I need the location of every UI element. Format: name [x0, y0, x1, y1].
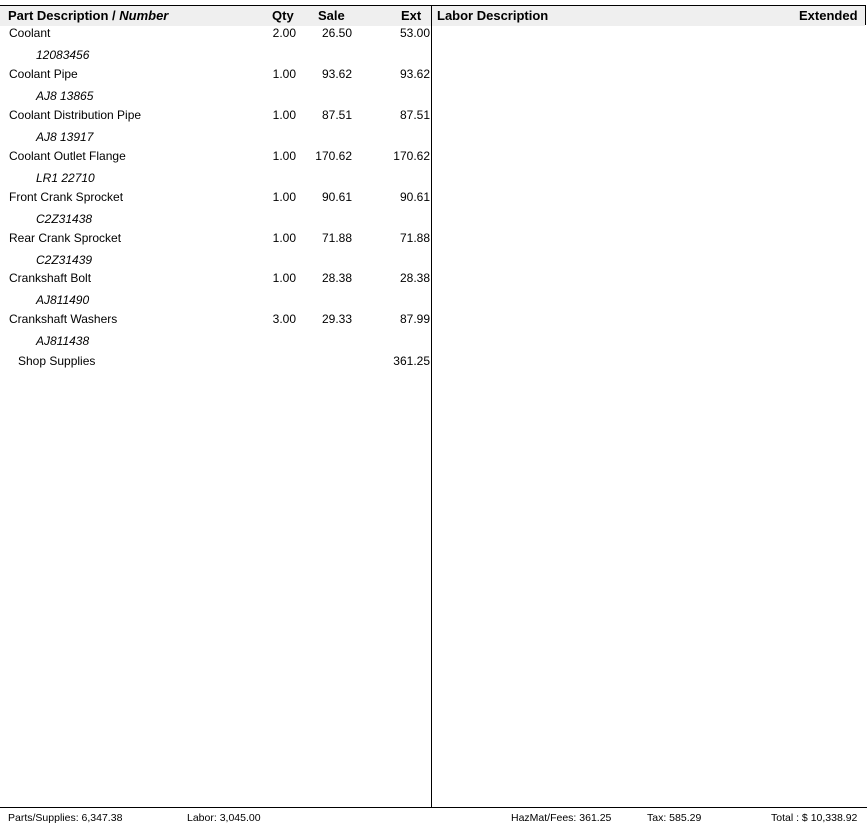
part-qty: 1.00 [272, 107, 296, 122]
part-sale: 28.38 [321, 271, 352, 286]
part-number: 12083456 [36, 48, 90, 62]
part-ext: 93.62 [399, 66, 430, 81]
footer-parts-total: Parts/Supplies: 6,347.38 [8, 812, 123, 824]
part-qty: 1.00 [272, 66, 296, 81]
shop-supplies-label: Shop Supplies [18, 354, 96, 368]
part-description: Crankshaft Bolt [9, 271, 92, 286]
header-part-desc-text: Part Description / [8, 8, 120, 23]
part-description: Front Crank Sprocket [9, 189, 124, 204]
column-divider [431, 5, 432, 808]
part-ext: 28.38 [399, 271, 430, 286]
part-ext: 53.00 [399, 26, 430, 40]
part-qty: 1.00 [272, 148, 296, 163]
right-border [865, 5, 866, 25]
footer-divider [0, 807, 867, 808]
part-number: C2Z31439 [36, 252, 93, 267]
part-qty: 1.00 [272, 230, 296, 245]
part-qty: 3.00 [272, 312, 296, 327]
part-number: C2Z31438 [36, 211, 93, 226]
part-ext: 90.61 [399, 189, 430, 204]
part-number: AJ8 13865 [36, 88, 94, 103]
part-sale: 87.51 [321, 107, 352, 122]
header-extended: Extended [799, 8, 858, 23]
footer-labor-total: Labor: 3,045.00 [187, 812, 261, 824]
part-ext: 87.99 [399, 312, 430, 327]
header-qty: Qty [272, 8, 294, 23]
part-ext: 87.51 [399, 107, 430, 122]
part-sale: 26.50 [321, 26, 352, 40]
part-ext: 170.62 [393, 148, 430, 163]
header-labor-description: Labor Description [437, 8, 549, 23]
table-header [0, 6, 865, 26]
part-ext: 71.88 [399, 230, 430, 245]
part-number: AJ811438 [36, 334, 90, 349]
part-sale: 29.33 [321, 312, 352, 327]
part-description: Coolant [9, 26, 51, 40]
shop-supplies-ext: 361.25 [393, 354, 430, 368]
footer-hazmat-fees: HazMat/Fees: 361.25 [511, 812, 612, 824]
part-sale: 170.62 [315, 148, 352, 163]
footer-total: Total : $ 10,338.92 [771, 812, 858, 824]
part-sale: 93.62 [321, 66, 352, 81]
part-number: AJ8 13917 [36, 129, 94, 144]
part-description: Coolant Distribution Pipe [9, 107, 142, 122]
header-part-number-text: Number [119, 8, 169, 23]
part-sale: 90.61 [321, 189, 352, 204]
part-number: AJ811490 [36, 293, 90, 308]
part-description: Coolant Pipe [9, 66, 78, 81]
header-sale: Sale [318, 8, 345, 23]
part-qty: 1.00 [272, 271, 296, 286]
part-number: LR1 22710 [36, 170, 95, 185]
part-qty: 2.00 [272, 26, 296, 40]
part-description: Rear Crank Sprocket [9, 230, 122, 245]
part-sale: 71.88 [321, 230, 352, 245]
part-description: Coolant Outlet Flange [9, 148, 126, 163]
top-border [0, 5, 866, 6]
footer-tax: Tax: 585.29 [647, 812, 702, 824]
part-qty: 1.00 [272, 189, 296, 204]
header-ext: Ext [401, 8, 422, 23]
header-part-description: Part Description / Number [8, 8, 168, 23]
part-description: Crankshaft Washers [9, 312, 118, 327]
